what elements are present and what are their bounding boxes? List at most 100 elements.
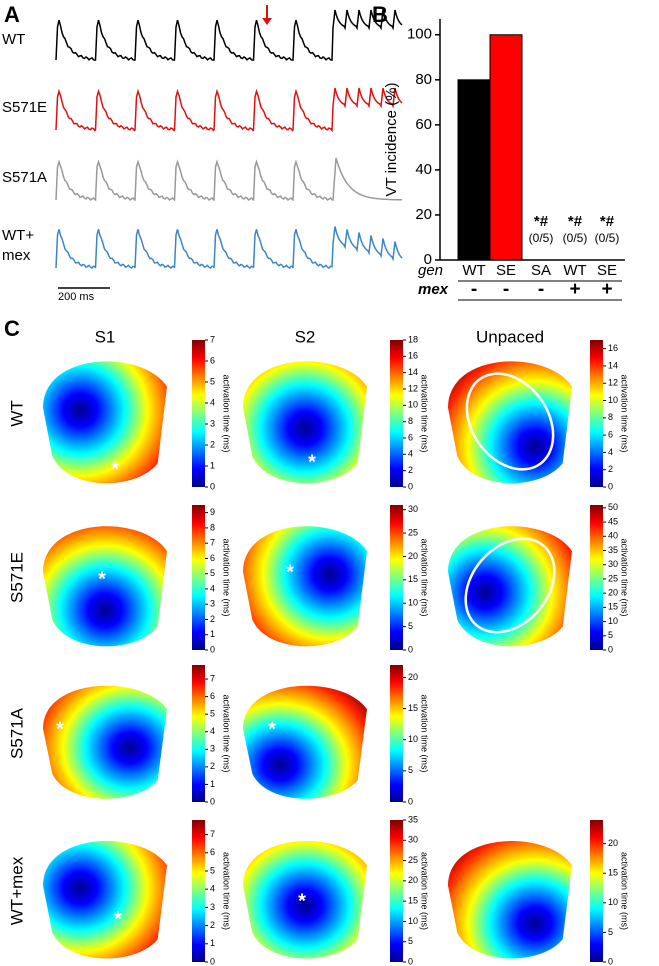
pacing-site: * xyxy=(308,451,316,473)
colorbar-title: activation time (ms) xyxy=(222,852,232,930)
colorbar-tick-label: 35 xyxy=(608,545,618,555)
colorbar-title: activation time (ms) xyxy=(222,538,232,616)
colorbar-title: activation time (ms) xyxy=(620,538,630,616)
colorbar-title: activation time (ms) xyxy=(222,694,232,772)
colorbar xyxy=(192,665,205,802)
colorbar xyxy=(390,820,403,962)
colorbar-tick-label: 5 xyxy=(210,865,215,875)
colorbar-tick-label: 4 xyxy=(210,726,215,736)
pacing-site: * xyxy=(56,718,64,740)
activation-map xyxy=(43,685,167,799)
colorbar-tick-label: 10 xyxy=(608,897,618,907)
colorbar-tick-label: 4 xyxy=(210,884,215,894)
activation-map xyxy=(43,526,167,647)
colorbar-tick-label: 16 xyxy=(408,351,418,361)
colorbar-tick-label: 3 xyxy=(210,599,215,609)
colorbar xyxy=(192,505,205,650)
colorbar xyxy=(590,505,603,650)
colorbar-tick-label: 5 xyxy=(210,568,215,578)
activation-map xyxy=(448,361,572,484)
pacing-site: * xyxy=(98,568,106,590)
activation-map xyxy=(43,841,167,959)
colorbar-tick-label: 2 xyxy=(408,465,413,475)
colorbar-tick-label: 5 xyxy=(608,927,613,937)
colorbar-tick-label: 25 xyxy=(408,855,418,865)
colorbar-tick-label: 10 xyxy=(408,734,418,744)
y-tick-label: 80 xyxy=(415,71,432,88)
panel-label: C xyxy=(4,316,20,341)
count: (0/5) xyxy=(529,231,554,245)
colorbar-tick-label: 0 xyxy=(408,796,413,806)
colorbar-tick-label: 0 xyxy=(210,796,215,806)
pacing-site: * xyxy=(268,718,276,740)
mex-label: + xyxy=(569,279,580,300)
trace-label: S571A xyxy=(2,169,47,186)
colorbar-tick-label: 10 xyxy=(408,400,418,410)
colorbar-tick-label: 0 xyxy=(408,481,413,491)
colorbar-title: activation time (ms) xyxy=(620,852,630,930)
colorbar-tick-label: 5 xyxy=(408,936,413,946)
trace-label: WT+ xyxy=(2,227,34,244)
colorbar-tick-label: 6 xyxy=(210,355,215,365)
count: (0/5) xyxy=(563,231,588,245)
colorbar-tick-label: 15 xyxy=(608,868,618,878)
colorbar-tick-label: 7 xyxy=(210,334,215,344)
row-header: S571A xyxy=(7,707,26,759)
colorbar-tick-label: 18 xyxy=(408,334,418,344)
y-tick-label: 40 xyxy=(415,161,432,178)
colorbar-tick-label: 0 xyxy=(210,481,215,491)
reentry-arrow xyxy=(464,537,556,634)
colorbar-title: activation time (ms) xyxy=(420,538,430,616)
colorbar-tick-label: 35 xyxy=(408,814,418,824)
colorbar-tick-label: 20 xyxy=(408,551,418,561)
colorbar-tick-label: 7 xyxy=(210,673,215,683)
colorbar-tick-label: 15 xyxy=(408,896,418,906)
mex-label: - xyxy=(503,279,509,300)
colorbar xyxy=(590,340,603,487)
colorbar-tick-label: 25 xyxy=(408,527,418,537)
arrow-head xyxy=(262,18,272,25)
colorbar-tick-label: 3 xyxy=(210,744,215,754)
mex-label: - xyxy=(471,279,477,300)
colorbar-tick-label: 5 xyxy=(408,621,413,631)
colorbar-tick-label: 2 xyxy=(210,439,215,449)
colorbar xyxy=(192,340,205,487)
row-label: gen xyxy=(418,262,443,279)
colorbar xyxy=(192,820,205,962)
colorbar-tick-label: 20 xyxy=(408,875,418,885)
trace-label: WT xyxy=(2,31,25,48)
colorbar-tick-label: 8 xyxy=(210,522,215,532)
row-header: WT+mex xyxy=(7,856,26,925)
column-header: S2 xyxy=(295,327,316,346)
y-tick-label: 0 xyxy=(424,251,432,268)
colorbar-tick-label: 9 xyxy=(210,507,215,517)
activation-map xyxy=(243,526,367,647)
colorbar-tick-label: 6 xyxy=(210,847,215,857)
colorbar-tick-label: 15 xyxy=(608,602,618,612)
bar xyxy=(457,79,491,261)
colorbar-tick-label: 5 xyxy=(408,765,413,775)
panel-label: A xyxy=(4,2,20,27)
colorbar-tick-label: 16 xyxy=(608,343,618,353)
activation-map xyxy=(448,841,572,959)
colorbar-tick-label: 4 xyxy=(210,397,215,407)
pacing-site: * xyxy=(114,908,122,930)
colorbar xyxy=(590,820,603,962)
colorbar-tick-label: 8 xyxy=(608,412,613,422)
colorbar-tick-label: 10 xyxy=(608,616,618,626)
trace xyxy=(55,157,402,202)
colorbar-tick-label: 0 xyxy=(608,481,613,491)
column-header: S1 xyxy=(95,327,116,346)
colorbar-tick-label: 1 xyxy=(210,938,215,948)
activation-map xyxy=(243,685,367,799)
colorbar-title: activation time (ms) xyxy=(620,374,630,452)
colorbar-tick-label: 20 xyxy=(608,838,618,848)
colorbar-tick-label: 30 xyxy=(608,559,618,569)
x-tick-label: SE xyxy=(597,262,617,279)
pacing-site: * xyxy=(298,890,306,912)
x-tick-label: SE xyxy=(496,262,516,279)
colorbar-tick-label: 6 xyxy=(608,429,613,439)
colorbar-title: activation time (ms) xyxy=(420,694,430,772)
activation-map xyxy=(43,361,167,484)
